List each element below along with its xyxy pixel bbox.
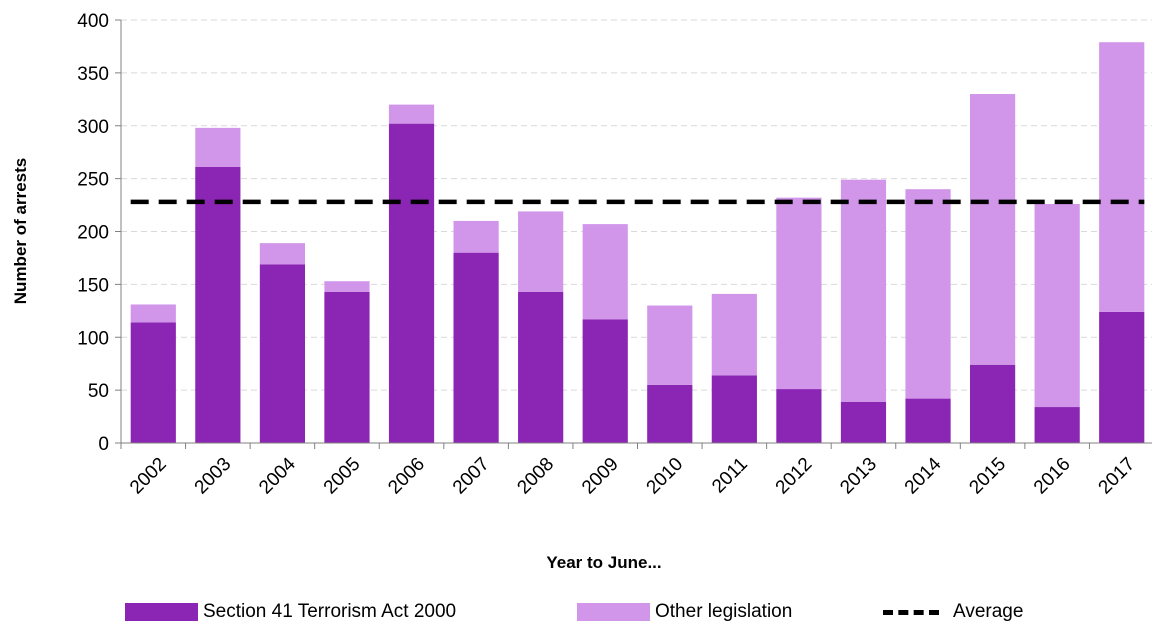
bar-other-2013 <box>840 179 887 402</box>
x-tick-label: 2011 <box>708 454 752 498</box>
bar-section41-2003 <box>195 166 241 443</box>
x-tick-label: 2004 <box>255 453 300 498</box>
bar-section41-2007 <box>453 252 499 443</box>
bar-section41-2010 <box>647 384 693 443</box>
x-tick-label: 2017 <box>1095 454 1140 499</box>
y-axis-title: Number of arrests <box>11 158 30 304</box>
bar-section41-2002 <box>130 322 176 443</box>
bars <box>130 42 1145 443</box>
legend: Section 41 Terrorism Act 2000 Other legi… <box>0 597 1152 627</box>
x-axis-title: Year to June... <box>546 553 661 572</box>
x-tick-label: 2003 <box>191 454 236 499</box>
bar-section41-2013 <box>840 401 887 443</box>
bar-other-2014 <box>905 189 951 399</box>
y-tick-label: 200 <box>77 223 109 244</box>
legend-item-average: Average <box>879 597 1023 627</box>
bar-section41-2011 <box>711 375 757 443</box>
legend-item-other: Other legislation <box>577 597 792 627</box>
x-tick-label: 2002 <box>126 454 171 499</box>
bar-section41-2017 <box>1099 311 1145 443</box>
bar-other-2005 <box>324 281 370 292</box>
bar-section41-2005 <box>324 291 370 443</box>
y-tick-label: 250 <box>77 170 109 191</box>
bar-other-2003 <box>195 127 241 167</box>
bar-section41-2006 <box>388 123 435 443</box>
y-tick-label: 350 <box>77 64 109 85</box>
bar-section41-2012 <box>776 389 822 443</box>
bar-other-2016 <box>1034 204 1080 408</box>
y-tick-label: 300 <box>77 117 109 138</box>
x-tick-label: 2016 <box>1030 454 1075 499</box>
legend-label-section41: Section 41 Terrorism Act 2000 <box>203 601 457 622</box>
legend-dash-average <box>883 609 939 615</box>
legend-swatch-other <box>577 603 650 621</box>
x-tick-label: 2013 <box>836 454 881 499</box>
x-tick-label: 2006 <box>384 454 429 499</box>
bar-other-2002 <box>130 304 176 323</box>
bar-other-2010 <box>647 305 693 385</box>
bar-other-2004 <box>259 243 306 265</box>
x-tick-label: 2008 <box>513 454 558 499</box>
bar-other-2007 <box>453 220 499 253</box>
legend-swatch-section41 <box>125 603 198 621</box>
bar-section41-2009 <box>582 319 628 443</box>
x-tick-label: 2005 <box>320 454 365 499</box>
legend-label-other: Other legislation <box>655 601 793 622</box>
x-tick-label: 2007 <box>449 454 494 499</box>
x-tick-label: 2014 <box>901 453 946 498</box>
y-tick-label: 50 <box>88 381 109 402</box>
y-tick-label: 100 <box>77 328 109 349</box>
y-tick-label: 400 <box>77 11 109 32</box>
x-tick-labels: 2002 2003 2004 2005 2006 2007 2008 2009 2010 2011… <box>120 443 1140 499</box>
legend-label-average: Average <box>953 601 1024 622</box>
bar-other-2006 <box>388 104 435 124</box>
x-tick-label: 2010 <box>643 454 688 499</box>
x-tick-label: 2015 <box>965 454 1010 499</box>
bar-section41-2016 <box>1034 407 1080 443</box>
x-tick-label: 2012 <box>772 454 817 499</box>
y-tick-label: 150 <box>77 275 109 296</box>
bar-other-2011 <box>711 293 757 376</box>
bar-section41-2015 <box>969 364 1016 443</box>
bar-other-2017 <box>1099 42 1145 312</box>
bar-section41-2004 <box>259 264 306 443</box>
y-tick-labels: 0 50 100 150 200 250 300 350 400 <box>77 11 121 455</box>
bar-other-2012 <box>776 197 822 390</box>
bar-section41-2008 <box>518 291 564 443</box>
y-tick-label: 0 <box>98 434 109 455</box>
legend-item-section41: Section 41 Terrorism Act 2000 <box>125 597 456 627</box>
x-tick-label: 2009 <box>578 454 623 499</box>
bar-other-2009 <box>582 224 628 320</box>
bar-other-2008 <box>518 211 564 292</box>
bar-section41-2014 <box>905 398 951 443</box>
bar-other-2015 <box>969 94 1016 365</box>
